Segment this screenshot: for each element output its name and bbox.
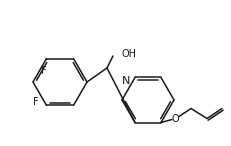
Text: F: F (33, 97, 38, 107)
Text: N: N (121, 77, 129, 86)
Text: OH: OH (122, 49, 137, 59)
Text: F: F (40, 66, 46, 76)
Text: O: O (170, 114, 178, 124)
